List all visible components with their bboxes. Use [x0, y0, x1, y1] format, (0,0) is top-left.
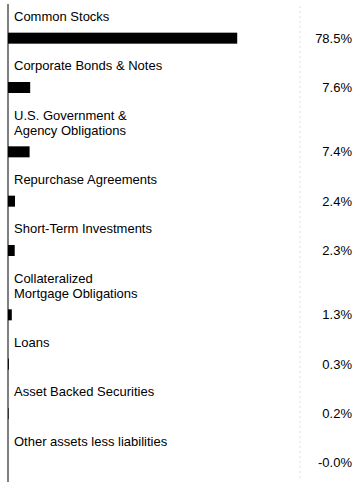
value-label: 2.4% [322, 194, 352, 209]
bar [8, 309, 12, 320]
labels: Common Stocks 78.5% Corporate Bonds & Note… [14, 9, 352, 470]
category-label: U.S. Government &Agency Obligations [14, 108, 127, 138]
bar [8, 196, 15, 207]
value-label: 7.4% [322, 144, 352, 159]
chart-container: Common Stocks 78.5% Corporate Bonds & Note… [0, 0, 360, 486]
category-label: Asset Backed Securities [14, 384, 155, 399]
category-label: Other assets less liabilities [14, 434, 168, 449]
category-label: Loans [14, 335, 50, 350]
category-label: Short-Term Investments [14, 221, 152, 236]
category-label: CollateralizedMortgage Obligations [14, 271, 138, 301]
category-label: Repurchase Agreements [14, 172, 158, 187]
value-label: 0.2% [322, 406, 352, 421]
chart-svg: Common Stocks 78.5% Corporate Bonds & Note… [0, 0, 360, 486]
axis-line [8, 4, 9, 482]
value-label: 2.3% [322, 243, 352, 258]
bar [8, 82, 30, 93]
value-label: -0.0% [318, 455, 352, 470]
value-label: 1.3% [322, 307, 352, 322]
bar [8, 245, 15, 256]
bar [8, 33, 237, 44]
category-label: Common Stocks [14, 9, 110, 24]
value-label: 0.3% [322, 357, 352, 372]
value-label: 7.6% [322, 80, 352, 95]
range-end [300, 6, 301, 480]
bars [8, 33, 237, 419]
bar [8, 146, 30, 157]
value-label: 78.5% [315, 31, 352, 46]
category-label: Corporate Bonds & Notes [14, 58, 163, 73]
